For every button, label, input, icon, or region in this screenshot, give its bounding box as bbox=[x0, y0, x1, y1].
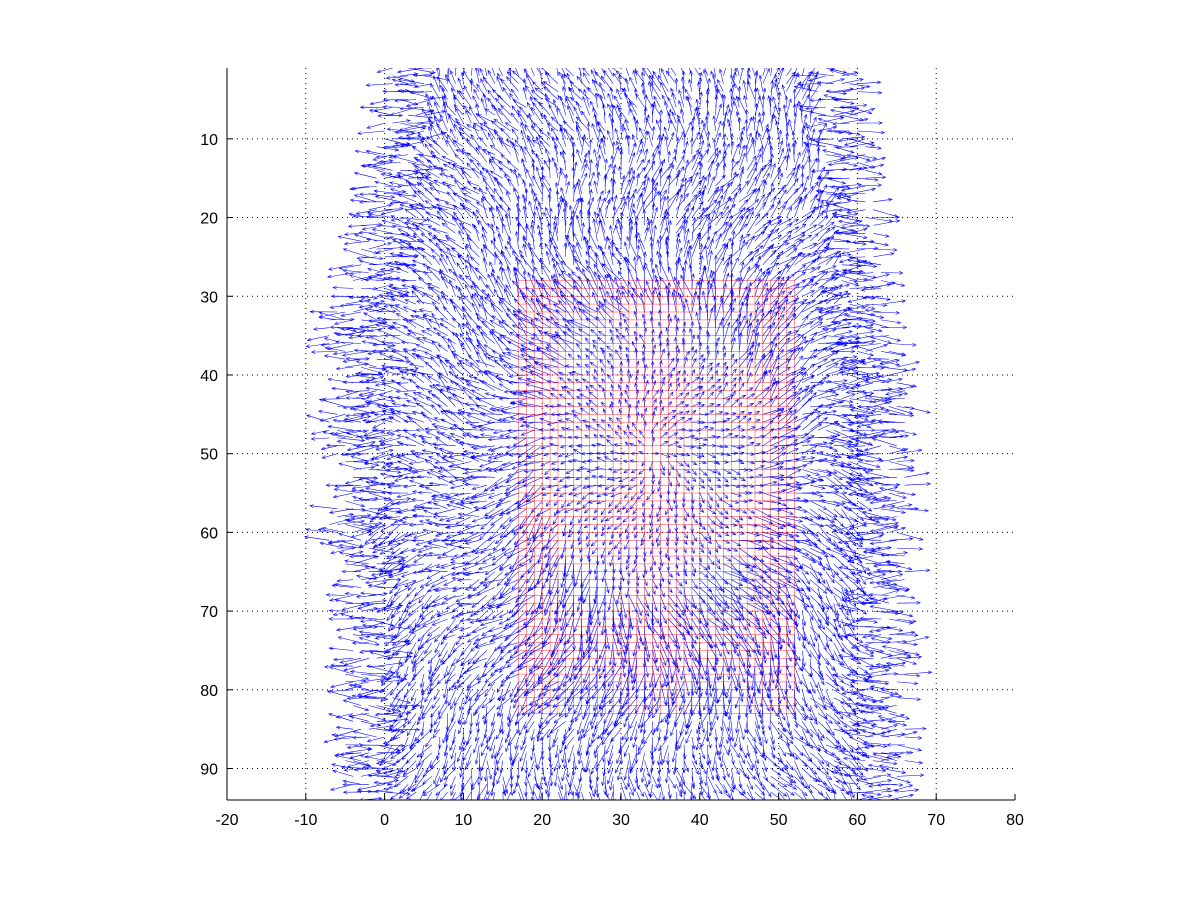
y-tick-label: 30 bbox=[200, 289, 218, 306]
y-axis-ticks: 10 20 30 40 50 60 70 80 90 bbox=[200, 132, 233, 779]
y-tick-label: 90 bbox=[200, 762, 218, 779]
x-tick-label: 40 bbox=[691, 812, 709, 829]
x-axis-ticks: -20 -10 0 10 20 30 40 50 60 70 80 bbox=[215, 794, 1024, 829]
x-tick-label: 20 bbox=[533, 812, 551, 829]
x-tick-label: -20 bbox=[215, 812, 238, 829]
y-tick-label: 20 bbox=[200, 211, 218, 228]
x-tick-label: 30 bbox=[612, 812, 630, 829]
x-tick-label: 60 bbox=[849, 812, 867, 829]
vector-arrows bbox=[304, 68, 933, 800]
x-tick-label: 70 bbox=[927, 812, 945, 829]
x-tick-label: 80 bbox=[1006, 812, 1024, 829]
y-tick-label: 80 bbox=[200, 683, 218, 700]
x-tick-label: 50 bbox=[770, 812, 788, 829]
y-tick-label: 50 bbox=[200, 447, 218, 464]
y-tick-label: 70 bbox=[200, 604, 218, 621]
y-tick-label: 60 bbox=[200, 525, 218, 542]
x-tick-label: 0 bbox=[380, 812, 389, 829]
x-tick-label: -10 bbox=[294, 812, 317, 829]
y-tick-label: 40 bbox=[200, 368, 218, 385]
x-tick-label: 10 bbox=[455, 812, 473, 829]
y-tick-label: 10 bbox=[200, 132, 218, 149]
blue-vector-field bbox=[304, 68, 933, 800]
